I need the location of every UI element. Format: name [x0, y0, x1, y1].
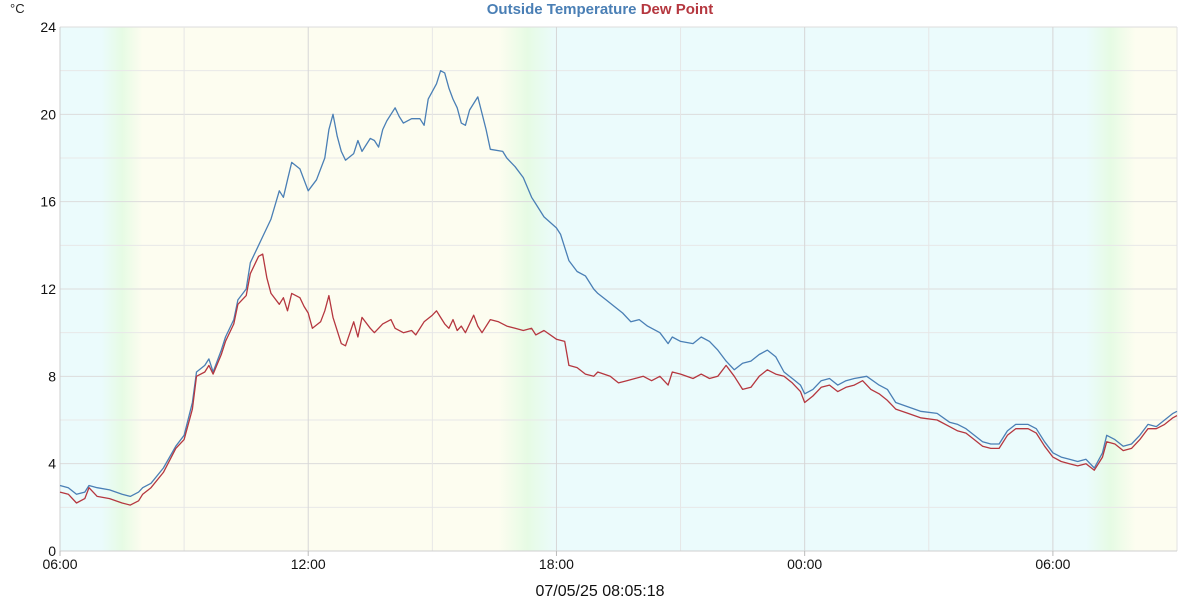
x-tick-label: 00:00: [787, 556, 822, 572]
y-tick-label: 12: [40, 281, 56, 297]
legend-dew-point: Dew Point: [640, 1, 714, 18]
series-line-dew-point: [59, 253, 1178, 506]
x-tick-label: 06:00: [42, 556, 77, 572]
y-tick-label: 20: [40, 106, 56, 122]
series-line-outside-temperature: [59, 70, 1178, 498]
grid-lines: [59, 26, 1178, 552]
axis-tick-labels: 0 4 8 12 16 20 24 06:00 12:00 18:00 00:00 06:00: [40, 19, 1070, 572]
x-tick-label: 18:00: [539, 556, 574, 572]
series-lines: [59, 70, 1178, 506]
y-tick-label: 24: [40, 19, 56, 35]
y-tick-label: 8: [48, 368, 56, 384]
chart-legend: Outside Temperature Dew Point: [0, 0, 1200, 20]
legend-outside-temperature: Outside Temperature: [486, 1, 637, 18]
y-tick-label: 4: [48, 456, 56, 472]
y-tick-label: 0: [48, 543, 56, 559]
chart-timestamp: 07/05/25 08:05:18: [535, 583, 665, 600]
y-tick-label: 16: [40, 194, 56, 210]
y-axis-unit-label: °C: [10, 1, 25, 16]
x-tick-label: 06:00: [1035, 556, 1070, 572]
x-tick-label: 12:00: [291, 556, 326, 572]
